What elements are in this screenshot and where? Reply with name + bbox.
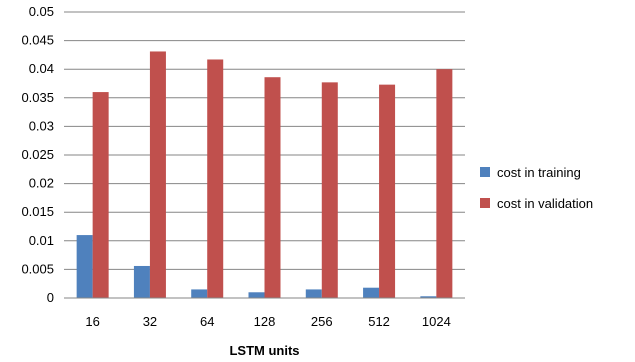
y-axis-ticks: 0 0.005 0.01 0.015 0.02 0.025 0.03 0.035 0.04 0.0…: [21, 4, 54, 305]
x-tick-label: 32: [143, 314, 157, 329]
y-tick-label: 0.02: [29, 176, 54, 191]
y-tick-label: 0.045: [21, 33, 54, 48]
bar-validation: [207, 59, 224, 299]
x-tick-label: 256: [311, 314, 333, 329]
bar-training: [76, 235, 93, 298]
x-axis-title: LSTM units: [229, 343, 299, 358]
y-tick-label: 0.035: [21, 90, 54, 105]
y-tick-label: 0.03: [29, 118, 54, 133]
x-tick-label: 1024: [422, 314, 451, 329]
y-tick-label: 0.04: [29, 61, 54, 76]
bar-validation: [436, 69, 453, 298]
bar-validation: [92, 92, 109, 298]
bar-validation: [149, 51, 166, 298]
bar-training: [191, 289, 208, 298]
bar-training: [133, 265, 150, 298]
x-tick-label: 128: [254, 314, 276, 329]
bar-validation: [321, 82, 338, 298]
legend-swatch: [480, 198, 490, 208]
bar-training: [248, 292, 265, 298]
y-tick-label: 0.005: [21, 261, 54, 276]
bar-training: [420, 296, 437, 298]
y-tick-label: 0.05: [29, 4, 54, 19]
x-tick-label: 16: [85, 314, 99, 329]
bar-training: [305, 289, 322, 298]
bar-validation: [264, 77, 281, 298]
legend-label: cost in training: [497, 165, 581, 180]
x-tick-label: 64: [200, 314, 214, 329]
bars: [76, 51, 453, 299]
legend: cost in training cost in validation: [480, 165, 593, 211]
y-tick-label: 0: [47, 290, 54, 305]
y-tick-label: 0.015: [21, 204, 54, 219]
x-axis-ticks: 16 32 64 128 256 512 1024: [85, 314, 450, 329]
legend-swatch: [480, 167, 490, 177]
bar-validation: [379, 84, 396, 298]
legend-label: cost in validation: [497, 196, 593, 211]
y-tick-label: 0.025: [21, 147, 54, 162]
bar-training: [363, 287, 380, 298]
x-tick-label: 512: [368, 314, 390, 329]
y-tick-label: 0.01: [29, 233, 54, 248]
